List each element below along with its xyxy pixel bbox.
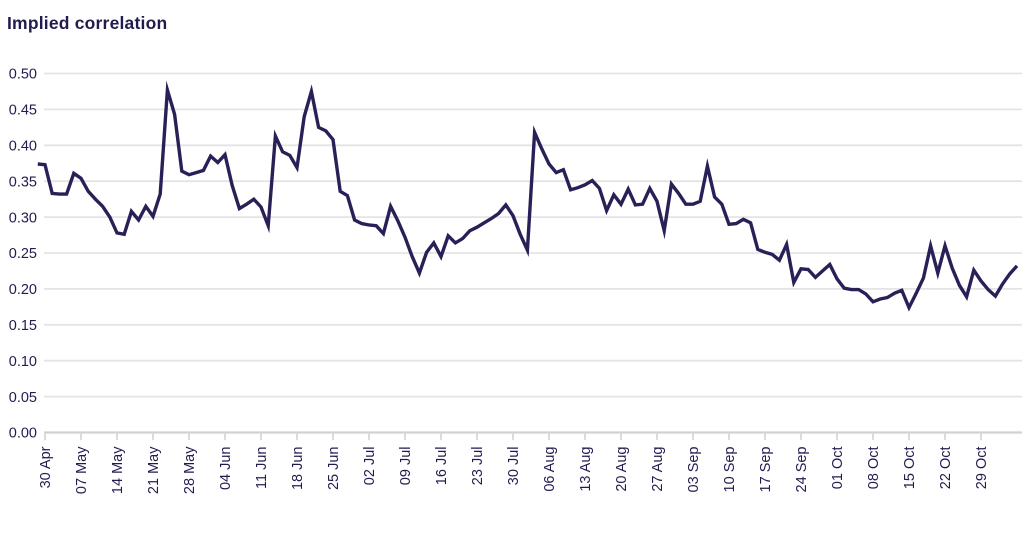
x-tick-label: 04 Jun <box>218 447 234 491</box>
x-tick-label: 20 Aug <box>614 447 630 492</box>
x-tick-label: 24 Sep <box>794 447 810 493</box>
implied-correlation-line <box>37 80 1019 312</box>
y-tick-label: 0.40 <box>9 139 37 155</box>
y-tick-label: 0.25 <box>9 246 37 262</box>
x-axis-ticks <box>44 433 982 441</box>
chart-title: Implied correlation <box>7 13 168 33</box>
y-tick-label: 0.35 <box>9 174 37 190</box>
x-tick-label: 30 Apr <box>38 446 54 488</box>
x-axis-labels: 30 Apr 07 May 14 May 21 May 28 May 04 Jun 11 J… <box>38 446 990 494</box>
x-tick-label: 06 Aug <box>542 447 558 492</box>
y-tick-label: 0.45 <box>9 103 37 119</box>
y-tick-label: 0.05 <box>9 390 37 406</box>
x-tick-label: 14 May <box>110 446 126 494</box>
x-tick-label: 27 Aug <box>650 447 666 492</box>
x-tick-label: 03 Sep <box>686 447 702 493</box>
x-tick-label: 28 May <box>182 446 198 494</box>
x-tick-label: 23 Jul <box>470 447 486 486</box>
x-tick-label: 25 Jun <box>326 447 342 491</box>
x-tick-label: 21 May <box>146 446 162 494</box>
y-tick-label: 0.15 <box>9 318 37 334</box>
x-tick-label: 30 Jul <box>506 447 522 486</box>
y-tick-label: 0.10 <box>9 354 37 370</box>
gridlines <box>44 72 1022 434</box>
y-tick-label: 0.30 <box>9 210 37 226</box>
x-tick-label: 08 Oct <box>866 447 882 490</box>
x-tick-label: 11 Jun <box>254 447 270 489</box>
x-tick-label: 13 Aug <box>578 447 594 492</box>
y-tick-label: 0.00 <box>9 426 37 442</box>
y-tick-label: 0.50 <box>9 67 37 83</box>
x-tick-label: 18 Jun <box>290 447 306 491</box>
x-tick-label: 22 Oct <box>938 447 954 490</box>
x-tick-label: 02 Jul <box>362 447 378 486</box>
x-tick-label: 15 Oct <box>902 447 918 490</box>
y-tick-label: 0.20 <box>9 282 37 298</box>
x-tick-label: 01 Oct <box>830 447 846 490</box>
x-tick-label: 29 Oct <box>974 447 990 490</box>
x-tick-label: 07 May <box>74 446 90 494</box>
x-tick-label: 17 Sep <box>758 447 774 493</box>
x-tick-label: 09 Jul <box>398 447 414 486</box>
x-tick-label: 16 Jul <box>434 447 450 486</box>
x-tick-label: 10 Sep <box>722 447 738 493</box>
y-axis-labels: 0.50 0.45 0.40 0.35 0.30 0.25 0.20 0.15 0.10 0.05… <box>9 67 37 442</box>
